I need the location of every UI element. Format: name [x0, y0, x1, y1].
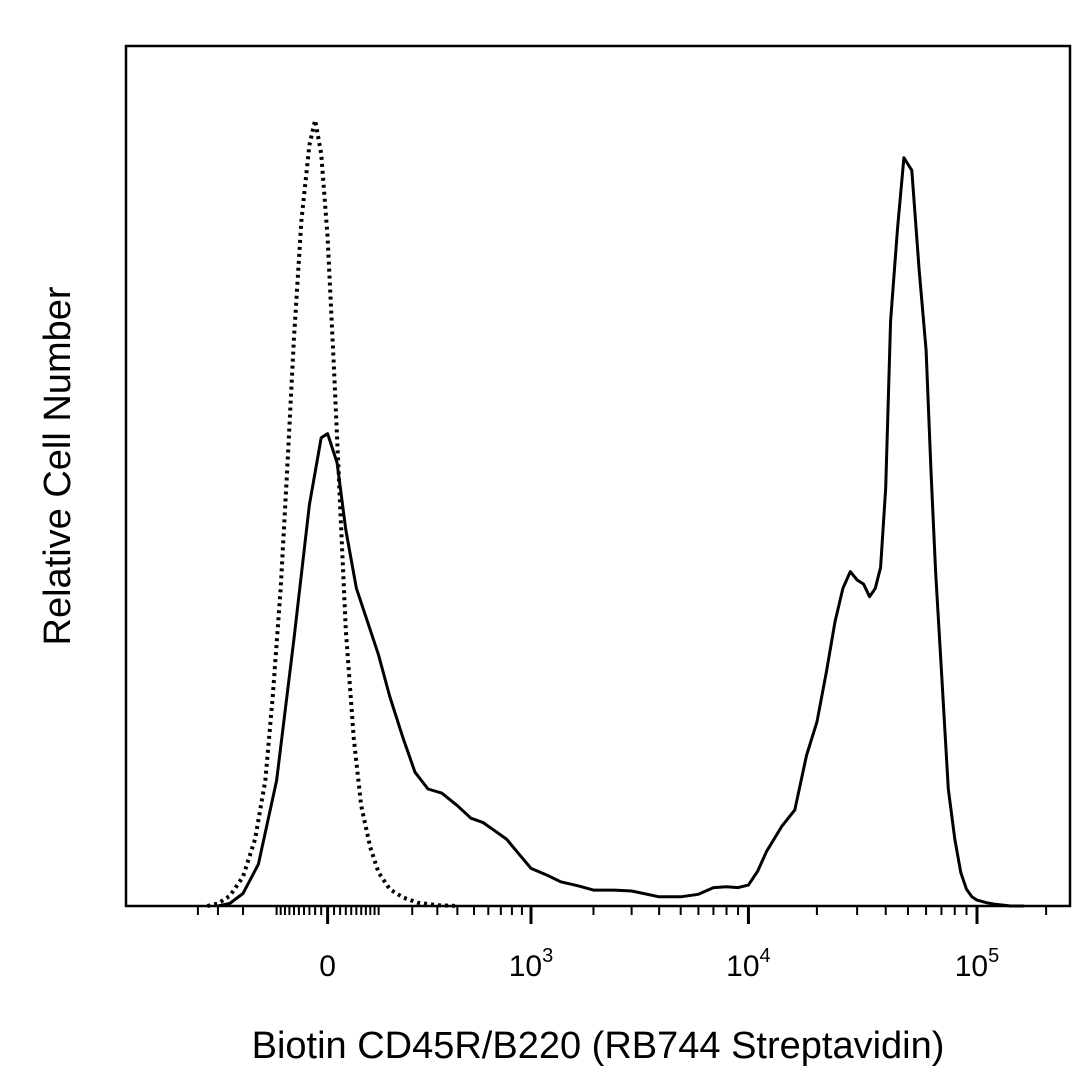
x-tick-label-exponent: 5 [988, 945, 999, 967]
x-tick-label-base: 10 [955, 950, 988, 983]
x-axis-title: Biotin CD45R/B220 (RB744 Streptavidin) [252, 1025, 945, 1067]
x-tick-label: 103 [509, 945, 554, 983]
x-tick-label-base: 10 [726, 950, 759, 983]
x-axis-major-ticks [326, 906, 979, 924]
sample-histogram-solid [217, 156, 1024, 908]
x-tick-label: 105 [955, 945, 1000, 983]
x-axis-minor-ticks [196, 906, 1048, 915]
x-axis-tick-labels: 0 103 104 105 [319, 945, 999, 983]
x-tick-label-base: 10 [509, 950, 542, 983]
y-axis-title: Relative Cell Number [37, 286, 79, 645]
control-histogram-dotted [206, 118, 458, 908]
plot-frame [124, 44, 1072, 908]
x-tick-label-base: 0 [319, 950, 336, 983]
histogram-curves [206, 118, 1024, 908]
x-tick-label: 0 [319, 950, 336, 983]
x-tick-label: 104 [726, 945, 771, 983]
x-tick-label-exponent: 3 [542, 945, 553, 967]
x-tick-label-exponent: 4 [760, 945, 771, 967]
